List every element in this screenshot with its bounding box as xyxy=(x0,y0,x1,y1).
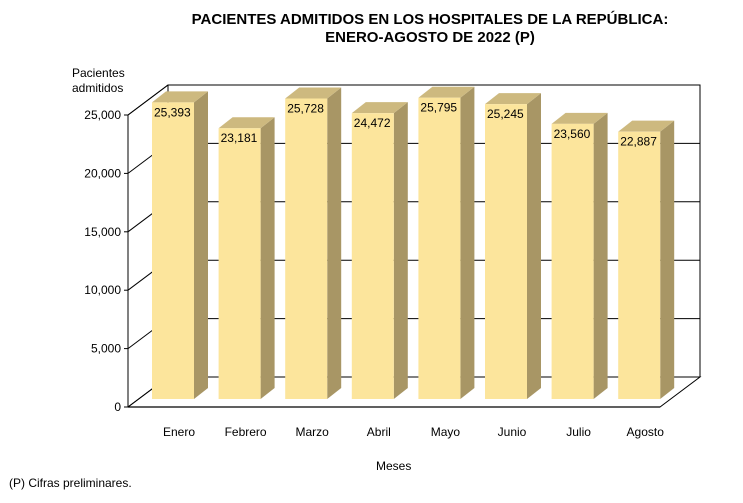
y-axis-label-line1: Pacientes xyxy=(72,66,125,80)
bar: 24,472 xyxy=(351,102,408,399)
bar-front xyxy=(551,123,594,399)
x-tick-label: Agosto xyxy=(627,425,665,439)
chart-title: PACIENTES ADMITIDOS EN LOS HOSPITALES DE… xyxy=(191,11,669,28)
bar-side xyxy=(460,86,475,399)
x-tick-label: Julio xyxy=(566,425,591,439)
bar-top xyxy=(551,112,608,124)
bar: 25,795 xyxy=(418,86,475,399)
floor xyxy=(126,376,702,408)
x-tick-label: Mayo xyxy=(431,425,461,439)
data-label: 23,181 xyxy=(221,131,258,145)
y-axis-ticks: 0 5,000 10,000 15,000 20,000 25,000 xyxy=(84,108,128,414)
gridlines xyxy=(127,84,700,408)
data-label: 23,560 xyxy=(554,127,591,141)
x-tick-label: Abril xyxy=(367,425,391,439)
bar-front xyxy=(618,131,661,399)
bar-front xyxy=(285,98,328,400)
bars: 25,393 23,181 25,728 24,472 25,795 25,245 23,5… xyxy=(128,86,675,408)
data-label: 25,728 xyxy=(287,101,324,115)
y-tick-label: 10,000 xyxy=(84,283,121,297)
x-tick-label: Junio xyxy=(498,425,527,439)
bar-top xyxy=(152,91,208,103)
bar: 25,728 xyxy=(285,87,342,400)
x-tick-label: Febrero xyxy=(225,425,267,439)
bar-top xyxy=(351,102,408,114)
bar-side xyxy=(593,112,608,399)
bar: 23,560 xyxy=(551,112,608,399)
bar-side xyxy=(660,120,675,399)
chart-walls xyxy=(126,84,702,408)
bar-side xyxy=(260,117,275,400)
bar-front xyxy=(351,113,394,399)
bar-side xyxy=(194,91,208,399)
x-axis-label: Meses xyxy=(376,459,412,473)
bar-top xyxy=(218,117,275,129)
y-axis-label-line2: admitidos xyxy=(72,81,124,95)
data-label: 25,393 xyxy=(154,105,191,119)
bar: 25,393 xyxy=(152,91,208,399)
bar: 23,181 xyxy=(218,117,275,400)
bar-front xyxy=(485,104,527,399)
bar-front xyxy=(418,97,461,399)
bar-front xyxy=(152,102,194,399)
y-axis-label: Pacientes admitidos xyxy=(72,66,125,96)
data-label: 22,887 xyxy=(620,135,657,149)
y-tick-label: 0 xyxy=(114,400,121,414)
x-axis-ticks: Enero Febrero Marzo Abril Mayo Junio Julio Agos… xyxy=(163,425,664,439)
x-tick-label: Enero xyxy=(163,425,195,439)
footnote: (P) Cifras preliminares. xyxy=(9,476,132,490)
data-label: 25,795 xyxy=(420,101,457,115)
bar-side xyxy=(327,87,342,400)
y-tick-label: 15,000 xyxy=(84,225,121,239)
x-tick-label: Marzo xyxy=(296,425,330,439)
y-tick-label: 5,000 xyxy=(91,342,121,356)
bar-side xyxy=(527,93,541,399)
bar-top xyxy=(485,93,541,105)
y-tick-label: 25,000 xyxy=(84,108,121,122)
bar-top xyxy=(618,120,675,132)
bar-top xyxy=(418,86,475,98)
chart-subtitle: ENERO-AGOSTO DE 2022 (P) xyxy=(325,29,535,46)
data-label: 25,245 xyxy=(487,107,524,121)
bar: 22,887 xyxy=(618,120,675,399)
data-label: 24,472 xyxy=(354,116,391,130)
y-tick-label: 20,000 xyxy=(84,166,121,180)
bar-side xyxy=(393,102,408,399)
bar-top xyxy=(285,87,342,99)
bar: 25,245 xyxy=(485,93,541,399)
gridline-side xyxy=(127,84,169,116)
bar-front xyxy=(218,128,261,400)
